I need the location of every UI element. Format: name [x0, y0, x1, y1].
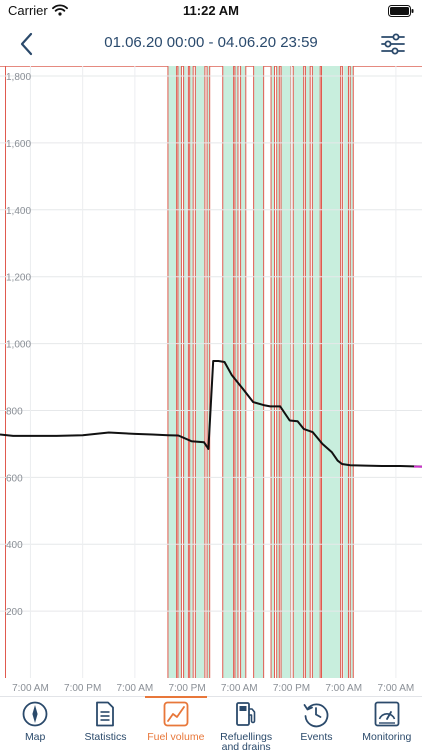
- chevron-left-icon: [20, 32, 33, 56]
- event-band: [189, 66, 194, 678]
- event-band: [312, 66, 321, 678]
- x-tick-label: 7:00 AM: [12, 683, 49, 694]
- y-tick-label: 800: [6, 406, 23, 417]
- tab-map-label: Map: [24, 731, 46, 743]
- y-tick-label: 200: [6, 607, 23, 618]
- gauge-icon: [374, 701, 400, 727]
- tab-statistics[interactable]: Statistics: [70, 697, 140, 750]
- trend-chart-icon: [163, 701, 189, 727]
- y-tick-label: 400: [6, 540, 23, 551]
- x-tick-label: 7:00 PM: [273, 683, 310, 694]
- tab-refuellings-label: Refuellings and drains: [211, 731, 281, 753]
- event-band: [321, 66, 341, 678]
- tab-map[interactable]: Map: [0, 697, 70, 750]
- x-tick-label: 7:00 AM: [221, 683, 258, 694]
- fuel-volume-line: [0, 360, 422, 468]
- event-band: [342, 66, 349, 678]
- compass-icon: [22, 701, 48, 727]
- event-band: [207, 66, 210, 678]
- tab-fuel-volume-label: Fuel volume: [147, 731, 205, 743]
- event-band: [276, 66, 280, 678]
- back-button[interactable]: [12, 26, 44, 62]
- event-band: [167, 66, 177, 678]
- status-time: 11:22 AM: [183, 3, 239, 18]
- event-band: [281, 66, 292, 678]
- tab-refuellings-label-line1: Refuellings: [220, 731, 273, 743]
- event-band: [183, 66, 189, 678]
- event-band: [350, 66, 354, 678]
- tab-refuellings-and-drains[interactable]: Refuellings and drains: [211, 697, 281, 753]
- tab-events[interactable]: Events: [281, 697, 351, 750]
- history-clock-icon: [304, 703, 329, 728]
- x-tick-label: 7:00 AM: [378, 683, 415, 694]
- date-range-title[interactable]: 01.06.20 00:00 - 04.06.20 23:59: [104, 34, 318, 51]
- y-tick-label: 600: [6, 473, 23, 484]
- event-band: [240, 66, 246, 678]
- y-tick-label: 1,600: [6, 139, 31, 150]
- event-band: [222, 66, 234, 678]
- y-tick-label: 1,800: [6, 72, 31, 83]
- event-band: [234, 66, 238, 678]
- event-band: [271, 66, 275, 678]
- x-tick-label: 7:00 PM: [64, 683, 101, 694]
- x-tick-label: 7:00 PM: [168, 683, 205, 694]
- status-bar: Carrier 11:22 AM: [0, 0, 422, 22]
- x-tick-label: 7:00 AM: [117, 683, 154, 694]
- y-tick-label: 1,000: [6, 340, 31, 351]
- y-tick-label: 1,400: [6, 206, 31, 217]
- battery-icon: [388, 5, 414, 17]
- navigation-bar: 01.06.20 00:00 - 04.06.20 23:59: [0, 22, 422, 66]
- tab-fuel-volume[interactable]: Fuel volume: [141, 696, 211, 750]
- x-tick-label: 7:00 AM: [325, 683, 362, 694]
- document-icon: [96, 701, 115, 727]
- wifi-icon: [52, 4, 68, 16]
- sliders-icon: [381, 33, 405, 55]
- tab-statistics-label: Statistics: [84, 731, 127, 743]
- event-band: [305, 66, 311, 678]
- tab-monitoring-label: Monitoring: [362, 731, 412, 743]
- fuel-pump-icon: [236, 702, 256, 726]
- event-band: [253, 66, 264, 678]
- tab-bar: Map Statistics Fuel volume Refuellings a…: [0, 696, 422, 753]
- tab-monitoring[interactable]: Monitoring: [352, 697, 422, 750]
- event-band: [293, 66, 304, 678]
- tab-events-label: Events: [300, 731, 333, 743]
- filter-button[interactable]: [378, 29, 408, 59]
- event-band: [195, 66, 205, 678]
- carrier-label: Carrier: [8, 3, 48, 18]
- tab-refuellings-label-line2: and drains: [221, 741, 271, 753]
- fuel-volume-chart[interactable]: 200 400 600 800 1,000 1,200 1,400 1,600 1,800 7:0…: [0, 66, 422, 696]
- fuel-volume-chart-svg: 200 400 600 800 1,000 1,200 1,400 1,600 1,800 7:0…: [0, 66, 422, 694]
- y-tick-label: 1,200: [6, 273, 31, 284]
- event-band: [177, 66, 182, 678]
